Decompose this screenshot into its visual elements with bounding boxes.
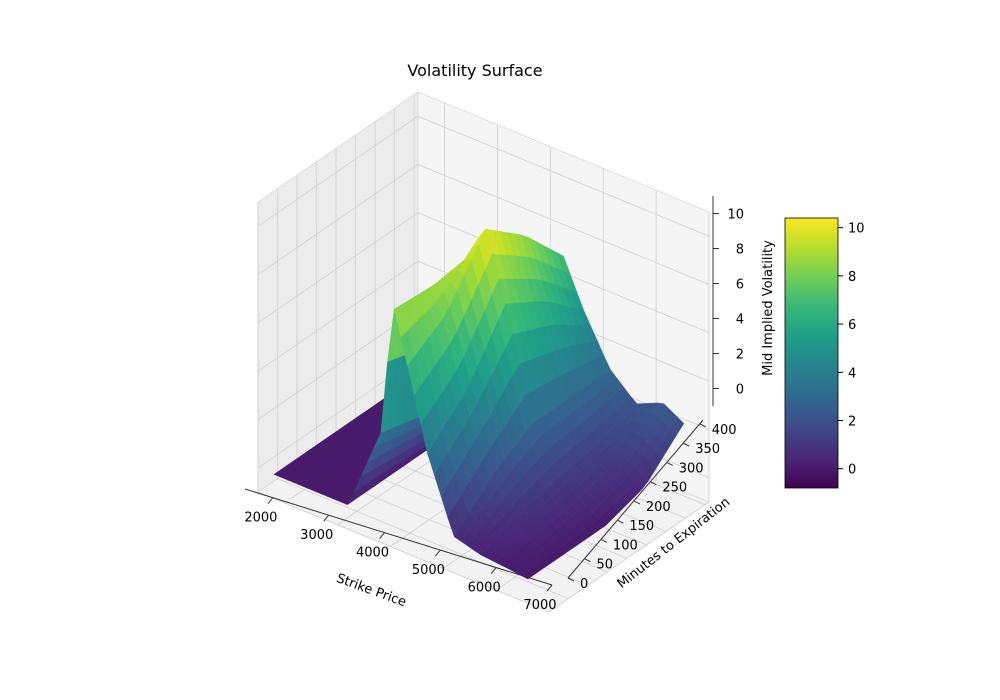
colorbar-tick-label-10: 10 — [848, 222, 865, 237]
x-tick-7000 — [546, 584, 553, 592]
x-tick-6000 — [490, 567, 497, 574]
y-tick-50 — [584, 558, 591, 563]
colorbar-tick-label-0: 0 — [848, 463, 856, 478]
colorbar-tick-label-6: 6 — [848, 318, 856, 333]
chart-title: Volatility Surface — [407, 61, 542, 80]
x-tick-5000 — [434, 549, 441, 557]
y-tick-label-300: 300 — [679, 461, 704, 476]
colorbar: 0 2 4 6 8 10 — [784, 217, 865, 489]
x-tick-4000 — [379, 532, 385, 539]
y-tick-label-100: 100 — [613, 538, 638, 553]
y-tick-250 — [650, 481, 657, 486]
z-axis-label: Mid Implied Volatility — [761, 240, 776, 376]
y-tick-label-400: 400 — [712, 423, 737, 438]
x-tick-2000 — [267, 497, 274, 505]
surface-cell-37-0 — [520, 570, 536, 580]
y-tick-400 — [699, 423, 706, 428]
y-tick-150 — [617, 519, 624, 524]
y-tick-0 — [567, 577, 575, 582]
z-tick-label-4: 4 — [736, 313, 744, 328]
x-tick-label-7000: 7000 — [523, 598, 556, 613]
colorbar-tick-label-4: 4 — [848, 366, 856, 381]
y-axis-line — [567, 419, 704, 579]
z-tick-label-6: 6 — [736, 278, 744, 293]
y-tick-label-200: 200 — [646, 500, 671, 515]
z-tick-label-10: 10 — [727, 208, 744, 223]
colorbar-ticks: 0 2 4 6 8 10 — [838, 222, 865, 478]
z-gridline-8 — [257, 164, 710, 285]
y-tick-label-150: 150 — [629, 519, 654, 534]
y-tick-label-350: 350 — [695, 442, 720, 457]
z-tick-label-8: 8 — [736, 243, 744, 258]
x-axis-label: Strike Price — [334, 571, 408, 610]
y-tick-100 — [600, 539, 608, 543]
colorbar-tick-label-2: 2 — [848, 415, 856, 430]
colorbar-tick-label-8: 8 — [848, 270, 856, 285]
x-tick-3000 — [323, 514, 330, 522]
z-tick-label-2: 2 — [736, 348, 744, 363]
axes: 2000300040005000600070000501001502002503… — [244, 196, 744, 613]
x-tick-label-2000: 2000 — [244, 511, 277, 526]
x-tick-label-3000: 3000 — [300, 528, 333, 543]
z-tick-label-0: 0 — [736, 383, 744, 398]
y-gridline-0 — [257, 202, 550, 613]
x-tick-label-4000: 4000 — [356, 546, 389, 561]
y-gridline-50 — [277, 188, 569, 599]
y-tick-350 — [683, 442, 690, 447]
y-tick-300 — [666, 461, 674, 466]
x-tick-label-5000: 5000 — [412, 563, 445, 578]
y-tick-label-250: 250 — [662, 481, 687, 496]
surface — [273, 228, 685, 580]
x-tick-label-6000: 6000 — [468, 581, 501, 596]
z-gridline-4 — [257, 260, 710, 382]
x-axis-line — [244, 488, 553, 586]
y-tick-label-0: 0 — [580, 577, 588, 592]
y-tick-200 — [633, 500, 641, 505]
colorbar-gradient — [784, 217, 839, 489]
y-tick-label-50: 50 — [596, 558, 613, 573]
x-gridline-7000 — [548, 212, 710, 613]
z-gridline-10 — [257, 115, 710, 237]
z-gridline-6 — [257, 212, 710, 334]
